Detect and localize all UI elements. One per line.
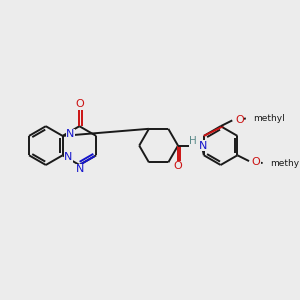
Text: methyl: methyl — [253, 114, 285, 123]
Text: N: N — [76, 164, 85, 174]
Text: H: H — [189, 136, 197, 146]
Text: O: O — [75, 99, 84, 110]
Text: O: O — [252, 157, 260, 167]
Text: N: N — [199, 141, 208, 151]
Text: N: N — [66, 129, 74, 139]
Text: O: O — [235, 115, 244, 124]
Text: O: O — [174, 161, 182, 172]
Text: methyl: methyl — [270, 158, 300, 167]
Text: N: N — [64, 152, 73, 162]
